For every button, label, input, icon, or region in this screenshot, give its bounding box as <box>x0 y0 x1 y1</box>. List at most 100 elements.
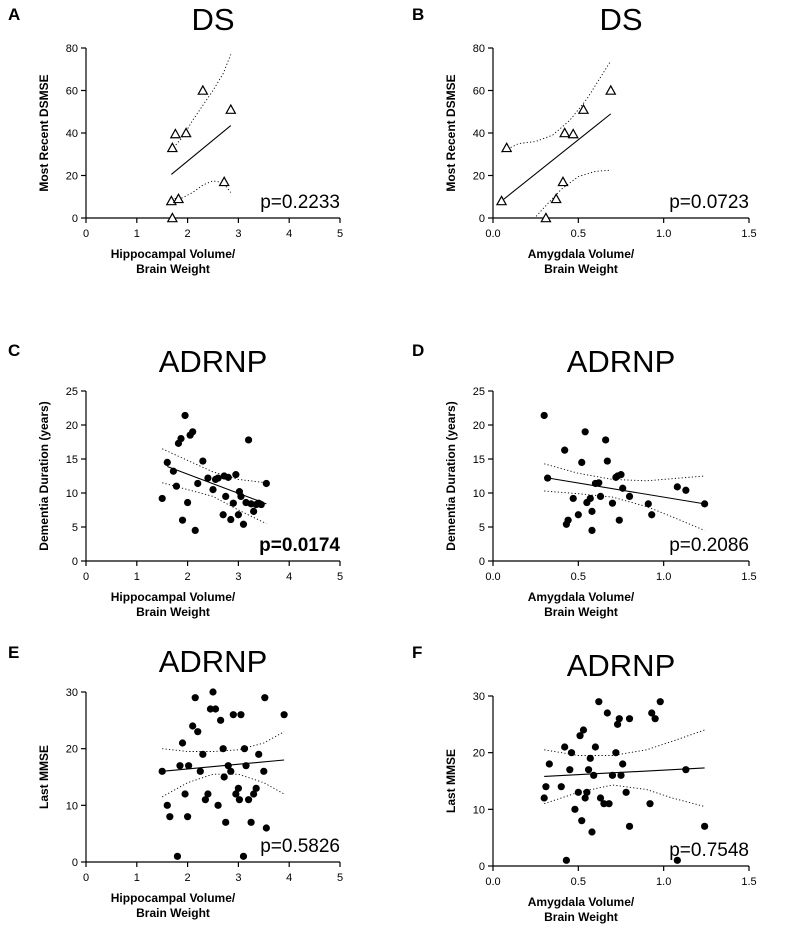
data-point <box>564 516 572 524</box>
data-point <box>495 195 508 206</box>
x-tick-label: 2 <box>185 571 191 583</box>
data-point <box>591 743 600 751</box>
p-value-label: p=0.2086 <box>669 535 749 556</box>
data-point <box>184 813 192 821</box>
confidence-band-upper <box>162 731 285 752</box>
data-point <box>163 801 171 809</box>
x-tick-label: 1.0 <box>656 876 671 888</box>
data-point <box>656 698 664 706</box>
data-point <box>232 471 240 479</box>
y-axis-label: Last MMSE <box>444 749 458 813</box>
y-tick-label: 0 <box>72 213 78 225</box>
confidence-band-lower <box>171 180 232 200</box>
data-point <box>561 446 569 454</box>
y-axis-label: Most Recent DSMSE <box>37 74 51 191</box>
data-point <box>590 771 598 779</box>
data-point <box>605 84 617 95</box>
data-point <box>166 142 178 153</box>
data-point <box>158 767 166 775</box>
data-point <box>569 494 577 503</box>
data-point <box>204 790 212 798</box>
data-point <box>180 127 192 138</box>
y-tick-label: 40 <box>473 128 485 140</box>
data-point <box>561 743 569 751</box>
confidence-band-upper <box>501 60 612 153</box>
data-point <box>646 800 654 808</box>
panel-title: DS <box>599 2 642 37</box>
data-point <box>586 754 594 762</box>
x-tick-label: 1.5 <box>741 876 756 888</box>
data-point <box>201 796 209 804</box>
regression-line <box>501 113 612 202</box>
panel-letter: B <box>412 5 424 24</box>
x-axis-label-line1: Amygdala Volume/ <box>528 247 635 261</box>
data-point <box>571 805 579 813</box>
regression-line <box>170 125 232 175</box>
confidence-band-lower <box>534 169 611 218</box>
data-point <box>260 767 268 775</box>
confidence-band-upper <box>170 54 232 151</box>
data-point <box>602 436 610 444</box>
y-axis-label: Last MMSE <box>37 745 51 809</box>
data-point <box>588 526 596 535</box>
x-tick-label: 1.0 <box>656 571 671 583</box>
x-axis-label-line1: Hippocampal Volume/ <box>111 247 236 261</box>
p-value-label: p=0.0174 <box>259 535 340 556</box>
data-point <box>235 796 244 804</box>
data-point <box>234 784 242 792</box>
data-point <box>214 474 222 482</box>
data-point <box>605 800 613 808</box>
data-point <box>584 766 593 774</box>
data-point <box>566 766 574 774</box>
y-tick-label: 20 <box>66 420 78 432</box>
y-tick-label: 80 <box>473 43 485 55</box>
panel-e: E ADRNP 0 10 20 30 0 1 2 3 4 5 Last MMSE Hippocampal … <box>8 643 343 920</box>
y-tick-label: 5 <box>479 522 485 534</box>
data-point <box>242 762 250 770</box>
x-tick-label: 2 <box>185 228 191 240</box>
x-tick-label: 4 <box>286 228 292 240</box>
y-tick-label: 15 <box>473 454 485 466</box>
data-point <box>250 790 258 798</box>
data-point <box>222 492 230 500</box>
data-point <box>240 745 249 753</box>
data-point <box>540 411 548 420</box>
data-point <box>617 771 625 779</box>
x-tick-label: 1 <box>134 872 140 884</box>
y-tick-label: 10 <box>66 488 78 500</box>
data-point <box>169 128 182 139</box>
data-point <box>619 760 627 768</box>
data-point <box>673 856 681 864</box>
data-point <box>651 715 659 723</box>
y-tick-label: 5 <box>72 522 78 534</box>
panel-letter: C <box>8 341 20 360</box>
y-tick-label: 0 <box>479 213 485 225</box>
data-point <box>682 486 690 494</box>
data-point <box>261 694 269 702</box>
panel-title: ADRNP <box>567 648 676 683</box>
y-axis-label: Most Recent DSMSE <box>444 74 458 191</box>
data-point <box>617 471 625 479</box>
y-tick-label: 0 <box>72 857 78 869</box>
p-value-label: p=0.0723 <box>669 192 749 213</box>
data-point <box>229 711 237 719</box>
panel-letter: A <box>8 5 20 24</box>
panel-letter: D <box>412 341 424 360</box>
data-point <box>222 818 230 826</box>
data-point <box>644 500 652 508</box>
panel-c: C ADRNP 0 5 10 15 20 25 0 1 2 3 4 5 Dementia Duration … <box>8 341 343 619</box>
x-tick-label: 5 <box>337 571 343 583</box>
confidence-band-lower <box>544 784 705 807</box>
y-tick-label: 20 <box>473 748 485 760</box>
data-point <box>181 790 189 798</box>
x-tick-label: 0.0 <box>485 228 500 240</box>
data-point <box>158 494 166 503</box>
data-point <box>220 773 228 781</box>
data-point <box>557 783 565 791</box>
data-point <box>612 749 620 757</box>
y-tick-label: 20 <box>473 420 485 432</box>
data-point <box>595 479 603 487</box>
panel-title: ADRNP <box>567 344 676 379</box>
data-point <box>185 762 193 770</box>
